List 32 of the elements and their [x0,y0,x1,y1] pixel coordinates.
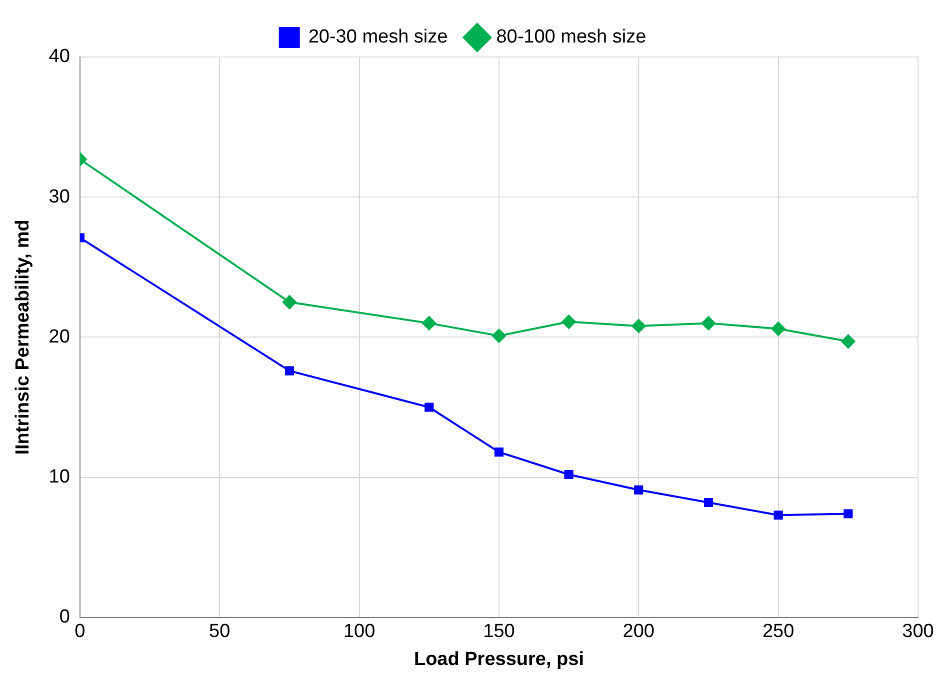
point [282,295,296,310]
y-tick-label: 20 [48,326,70,348]
point [701,316,716,330]
point [841,334,856,348]
x-tick-label: 200 [622,621,654,642]
x-tick-label: 0 [74,621,86,642]
x-tick-label: 300 [902,621,934,642]
point [284,366,294,376]
point [634,485,644,494]
point [632,318,646,333]
point [494,448,504,457]
legend-label: 80-100 mesh size [496,26,646,48]
point [424,402,434,412]
point [774,510,783,520]
point [562,314,576,329]
x-tick-label: 150 [483,621,515,642]
y-axis-title: IIntrinsic Permeability, md [12,220,34,455]
point [771,322,786,336]
y-tick-label: 0 [59,606,70,628]
point [704,498,714,508]
legend-label: 20-30 mesh size [308,26,448,48]
x-tick-label: 250 [762,621,794,642]
y-tick-label: 40 [48,46,70,68]
point [844,509,853,518]
point [492,328,506,343]
x-tick-label: 100 [343,621,376,642]
x-axis-title: Load Pressure, psi [414,648,584,670]
y-tick-label: 30 [48,186,70,208]
x-tick-label: 50 [209,621,230,642]
point [564,470,574,480]
point [422,316,436,330]
y-tick-label: 10 [48,466,70,488]
